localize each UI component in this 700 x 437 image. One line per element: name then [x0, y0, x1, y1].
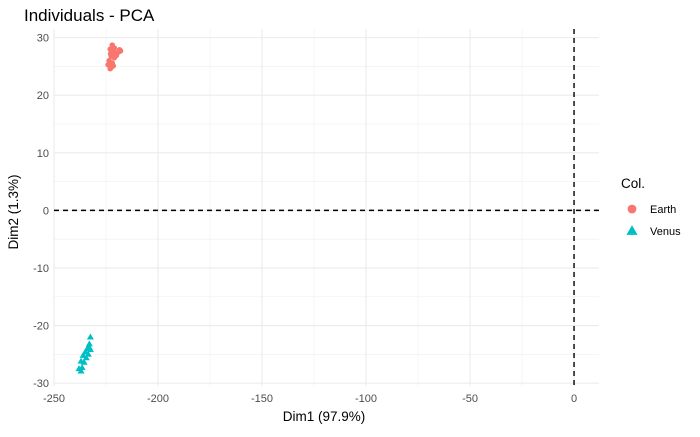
x-axis-title: Dim1 (97.9%) [283, 409, 366, 424]
legend-title: Col. [621, 176, 645, 191]
venus-legend-key [626, 225, 638, 235]
x-tick-label: -250 [43, 393, 65, 405]
x-tick-label: -50 [462, 393, 478, 405]
x-tick-label: -200 [147, 393, 169, 405]
venus-point [85, 340, 93, 347]
venus-point [85, 343, 93, 350]
venus-point [82, 354, 90, 361]
earth-point [107, 65, 113, 72]
venus-point [77, 367, 85, 374]
earth-point [113, 52, 120, 59]
x-tick-label: -150 [251, 393, 273, 405]
venus-point [80, 358, 88, 365]
y-axis-title: Dim2 (1.3%) [6, 174, 21, 249]
points-layer [75, 42, 124, 374]
y-tick-label: 10 [37, 148, 49, 160]
earth-point [116, 46, 123, 53]
earth-legend-label: Earth [650, 204, 676, 216]
y-tick-label: 20 [37, 90, 49, 102]
y-tick-label: 0 [43, 205, 49, 217]
legend: Col. Earth Venus [621, 176, 681, 238]
venus-legend-label: Venus [650, 226, 681, 238]
y-tick-label: 30 [37, 33, 49, 45]
earth-point [111, 45, 118, 51]
y-tick-label: -10 [33, 263, 49, 275]
earth-legend-key [627, 204, 637, 214]
x-tick-label: -100 [355, 393, 377, 405]
reference-lines [54, 29, 599, 386]
venus-point [79, 351, 87, 358]
chart-title: Individuals - PCA [24, 6, 155, 25]
venus-point [86, 333, 94, 340]
earth-point [107, 51, 114, 57]
x-tick-label: 0 [571, 393, 577, 405]
y-tick-label: -20 [33, 321, 49, 333]
grid-layer [53, 29, 599, 386]
y-tick-label: -30 [33, 378, 49, 390]
legend-items: Earth Venus [626, 204, 681, 238]
